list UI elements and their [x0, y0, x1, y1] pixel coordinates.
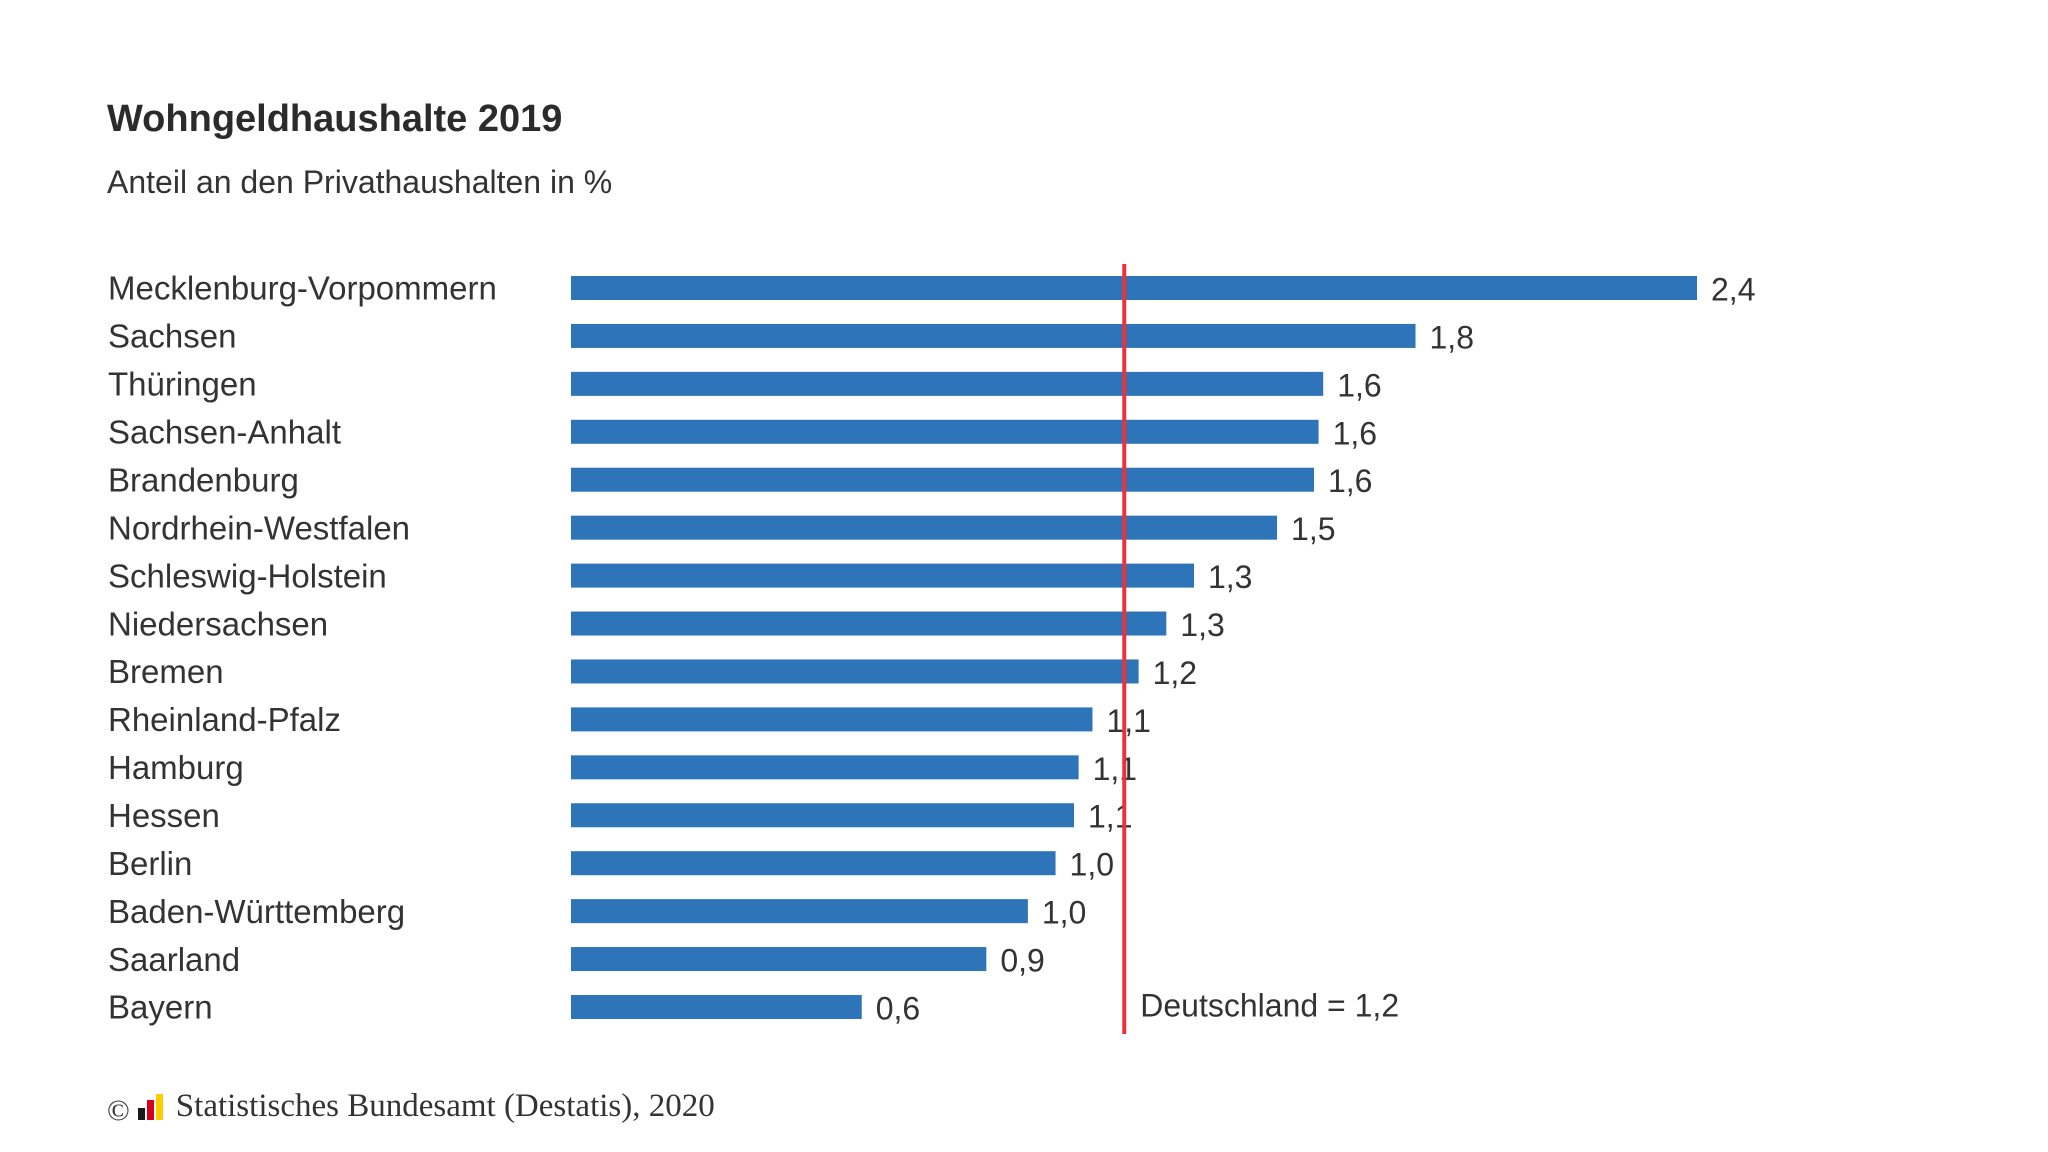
bar-14 [571, 947, 987, 972]
value-label: 1,1 [1106, 703, 1150, 739]
source-text: Statistisches Bundesamt (Destatis), 2020 [175, 1088, 715, 1124]
category-labels: Mecklenburg-Vorpommern Sachsen Thüringen Sa… [108, 270, 497, 1026]
bar-8 [571, 659, 1139, 684]
category-label: Bayern [108, 989, 213, 1026]
value-label: 1,5 [1291, 511, 1335, 547]
value-label: 1,6 [1328, 463, 1372, 499]
value-label: 1,3 [1180, 607, 1224, 643]
chart-title: Wohngeldhaushalte 2019 [107, 98, 563, 140]
bar-13 [571, 899, 1028, 924]
destatis-logo-icon [137, 1093, 166, 1120]
value-label: 1,0 [1070, 847, 1114, 883]
bar-0 [571, 276, 1697, 300]
value-label: 0,6 [876, 990, 920, 1026]
value-labels: 2,41,81,61,61,61,51,31,31,21,11,11,11,01… [876, 271, 1756, 1026]
value-label: 0,9 [1000, 943, 1044, 979]
bar-4 [571, 467, 1314, 492]
source-footer: © Statistisches Bundesamt (Destatis), 20… [107, 1088, 715, 1127]
category-label: Niedersachsen [108, 605, 328, 642]
category-label: Mecklenburg-Vorpommern [108, 270, 497, 307]
copyright-symbol: © [107, 1093, 130, 1127]
bar-5 [571, 515, 1278, 540]
category-label: Bremen [108, 653, 224, 690]
bar-7 [571, 611, 1167, 636]
reference-line-label: Deutschland = 1,2 [1140, 987, 1399, 1023]
bars-group [571, 276, 1697, 1019]
category-label: Hamburg [108, 749, 244, 786]
bar-10 [571, 755, 1079, 780]
category-label: Brandenburg [108, 461, 299, 498]
chart-subtitle: Anteil an den Privathaushalten in % [107, 164, 613, 200]
bar-6 [571, 563, 1194, 588]
category-label: Berlin [108, 845, 192, 882]
category-label: Sachsen-Anhalt [108, 414, 341, 451]
bar-3 [571, 419, 1319, 444]
value-label: 2,4 [1711, 271, 1755, 307]
category-label: Hessen [108, 797, 220, 834]
category-label: Schleswig-Holstein [108, 557, 387, 594]
bar-2 [571, 371, 1324, 396]
category-label: Nordrhein-Westfalen [108, 509, 410, 546]
value-label: 1,2 [1153, 655, 1197, 691]
category-label: Thüringen [108, 366, 257, 403]
category-label: Baden-Württemberg [108, 893, 405, 930]
category-label: Rheinland-Pfalz [108, 701, 341, 738]
value-label: 1,6 [1333, 415, 1377, 451]
value-label: 1,0 [1042, 895, 1086, 931]
bar-12 [571, 851, 1056, 876]
value-label: 1,1 [1093, 751, 1137, 787]
value-label: 1,6 [1337, 367, 1381, 403]
bar-9 [571, 707, 1093, 732]
bar-1 [571, 323, 1416, 348]
value-label: 1,8 [1430, 319, 1474, 355]
bar-11 [571, 803, 1075, 828]
value-label: 1,3 [1208, 559, 1252, 595]
bar-15 [571, 995, 862, 1019]
category-label: Sachsen [108, 318, 236, 355]
category-label: Saarland [108, 941, 240, 978]
